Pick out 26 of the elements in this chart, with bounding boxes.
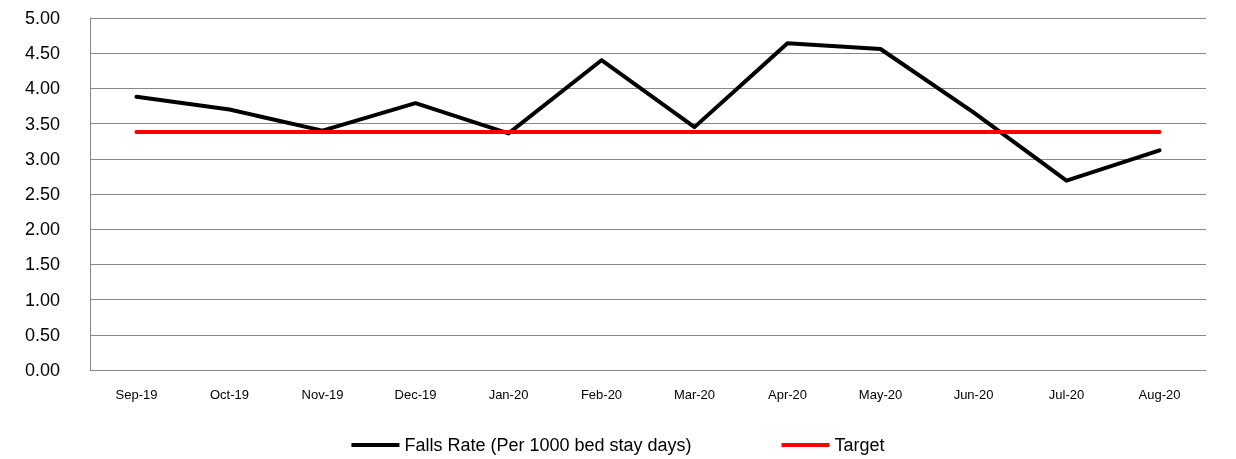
legend-label: Target: [834, 435, 885, 455]
x-tick-label: Jun-20: [953, 387, 994, 402]
x-tick-label: Jul-20: [1048, 387, 1085, 402]
line-series: [134, 41, 1162, 183]
y-tick-label: 0.00: [24, 360, 60, 380]
y-tick-label: 3.00: [24, 148, 60, 169]
x-tick-label: Oct-19: [209, 387, 250, 402]
y-tick-label: 1.50: [24, 254, 60, 275]
y-tick-label: 4.00: [24, 78, 60, 99]
y-tick-label: 1.00: [24, 289, 60, 310]
y-tick-label: 2.00: [24, 219, 60, 240]
legend-label: Falls Rate (Per 1000 bed stay days): [404, 435, 692, 455]
y-tick-label: 0.50: [24, 324, 60, 345]
x-tick-label: Sep-19: [115, 387, 158, 402]
x-tick-label: Nov-19: [301, 387, 344, 402]
x-tick-label: Mar-20: [673, 387, 716, 402]
x-tick-label: May-20: [858, 387, 903, 402]
x-tick-label: Dec-19: [394, 387, 437, 402]
x-tick-label: Aug-20: [1138, 387, 1181, 402]
y-tick-label: 3.50: [24, 113, 60, 134]
y-tick-label: 2.50: [24, 184, 60, 204]
x-tick-label: Feb-20: [580, 387, 623, 402]
y-tick-label: 4.50: [24, 43, 60, 64]
x-tick-label: Apr-20: [767, 387, 808, 402]
y-tick-label: 5.00: [24, 8, 60, 28]
x-tick-label: Jan-20: [488, 387, 529, 402]
